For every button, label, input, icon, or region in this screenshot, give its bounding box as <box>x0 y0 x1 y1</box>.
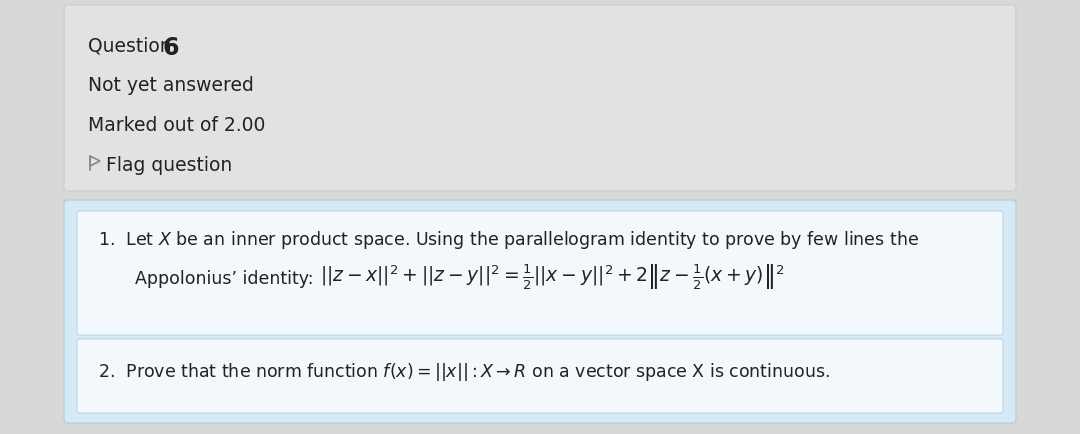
Text: Not yet answered: Not yet answered <box>87 76 254 95</box>
Text: 6: 6 <box>162 36 178 60</box>
Text: 1.  Let $\it{X}$ be an inner product space. Using the parallelogram identity to : 1. Let $\it{X}$ be an inner product spac… <box>98 228 919 250</box>
Text: Appolonius’ identity:: Appolonius’ identity: <box>135 270 313 287</box>
Text: Question: Question <box>87 36 177 55</box>
Text: $||z - x||^2 + ||z - y||^2 = \frac{1}{2}||x - y||^2 + 2\left\|z - \frac{1}{2}(x : $||z - x||^2 + ||z - y||^2 = \frac{1}{2}… <box>320 263 784 292</box>
Text: 2.  Prove that the norm function $f(x) = ||x||: X \rightarrow R$ on a vector spa: 2. Prove that the norm function $f(x) = … <box>98 360 829 382</box>
Text: Marked out of 2.00: Marked out of 2.00 <box>87 116 266 135</box>
FancyBboxPatch shape <box>77 339 1003 413</box>
FancyBboxPatch shape <box>64 6 1016 191</box>
Text: Flag question: Flag question <box>106 156 232 174</box>
FancyBboxPatch shape <box>77 211 1003 335</box>
FancyBboxPatch shape <box>64 201 1016 423</box>
